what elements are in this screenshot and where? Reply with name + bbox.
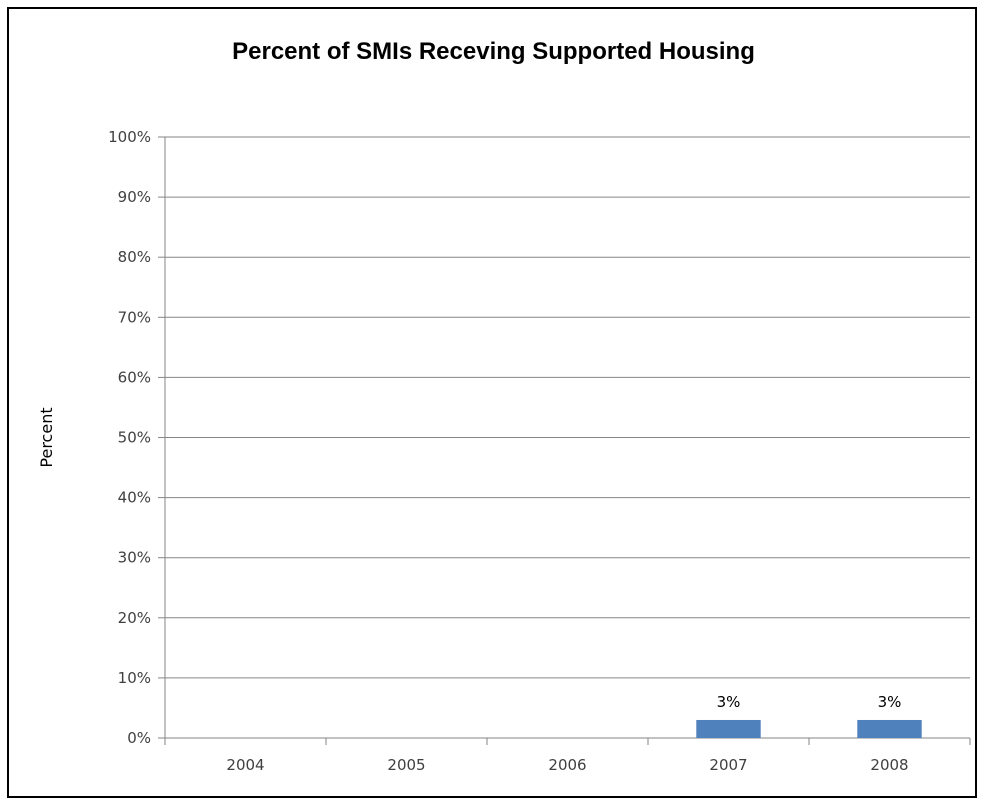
bar	[696, 719, 761, 738]
y-tick-label: 40%	[118, 489, 151, 507]
y-tick-label: 70%	[118, 308, 151, 326]
y-tick-label: 10%	[118, 669, 151, 687]
y-tick-label: 80%	[118, 248, 151, 266]
chart-title: Percent of SMIs Receving Supported Housi…	[232, 38, 755, 65]
y-tick-label: 20%	[118, 609, 151, 627]
y-tick-label: 100%	[108, 128, 151, 146]
y-tick-label: 50%	[118, 429, 151, 447]
y-tick-label: 30%	[118, 549, 151, 567]
y-tick-label: 90%	[118, 188, 151, 206]
y-tick-label: 0%	[127, 729, 151, 747]
data-label: 3%	[717, 693, 741, 711]
x-tick-label: 2006	[548, 756, 586, 774]
x-tick-label: 2005	[387, 756, 425, 774]
y-tick-label: 60%	[118, 368, 151, 386]
x-tick-label: 2008	[870, 756, 908, 774]
data-label: 3%	[878, 693, 902, 711]
bar	[857, 719, 922, 738]
x-tick-label: 2007	[709, 756, 747, 774]
chart-frame	[7, 7, 977, 798]
y-axis-title: Percent	[37, 407, 56, 467]
x-tick-label: 2004	[226, 756, 264, 774]
